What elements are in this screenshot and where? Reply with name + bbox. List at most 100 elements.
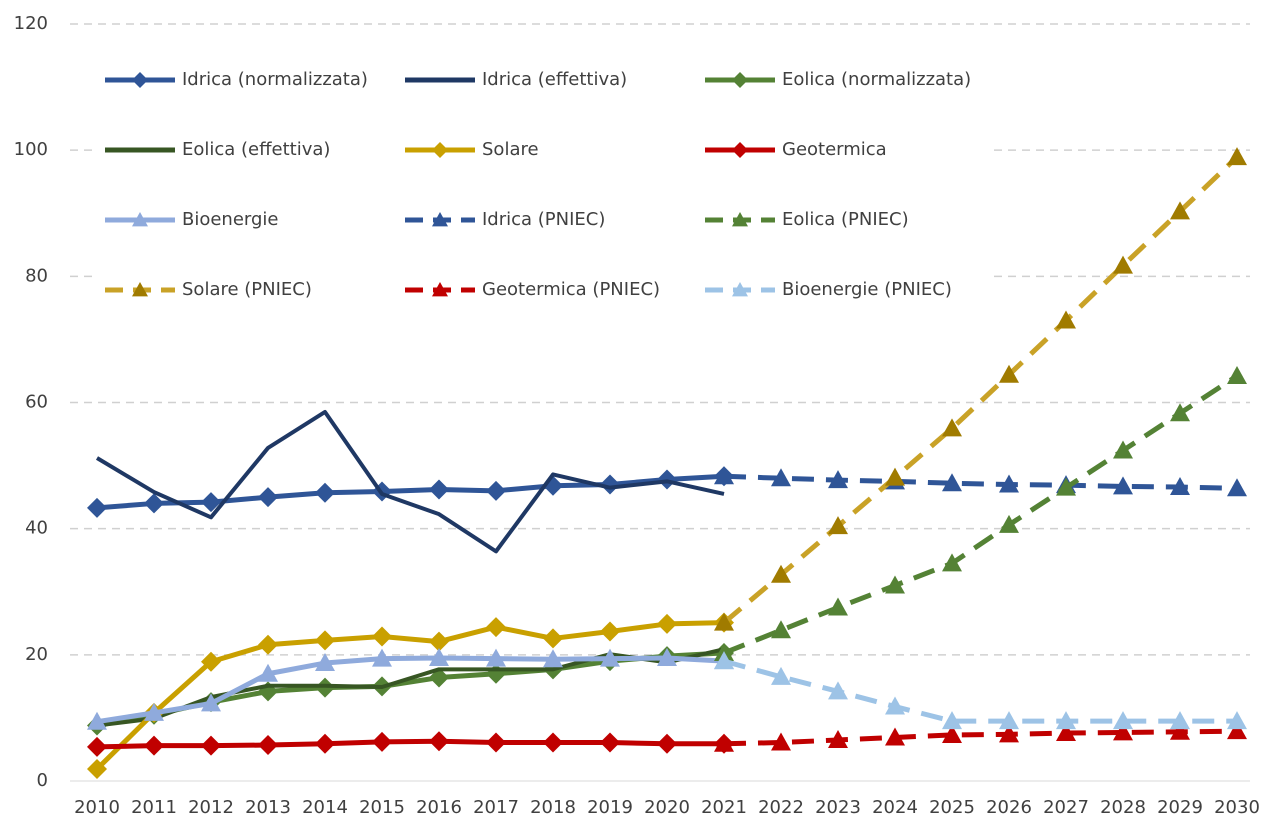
x-tick-label: 2018: [530, 797, 576, 818]
marker: [732, 142, 748, 158]
series-line: [723, 658, 1237, 724]
x-tick-label: 2025: [929, 797, 975, 818]
series: [714, 366, 1247, 661]
marker: [714, 466, 734, 485]
marker: [201, 735, 221, 756]
marker: [942, 711, 962, 730]
marker: [771, 620, 791, 639]
marker: [429, 731, 449, 752]
marker: [1056, 477, 1076, 496]
legend-item: Solare (PNIEC): [105, 279, 312, 300]
x-tick-label: 2012: [188, 797, 234, 818]
x-tick-label: 2030: [1214, 797, 1260, 818]
marker: [201, 693, 221, 712]
marker: [432, 282, 448, 297]
x-tick-label: 2015: [359, 797, 405, 818]
marker: [1170, 477, 1190, 496]
marker: [942, 418, 962, 437]
legend-item: Idrica (normalizzata): [105, 69, 368, 90]
marker: [999, 711, 1019, 730]
x-tick-label: 2014: [302, 797, 348, 818]
legend-item: Bioenergie: [105, 209, 279, 230]
y-tick-label: 60: [25, 392, 48, 413]
marker: [1227, 478, 1247, 497]
series-line: [96, 647, 725, 728]
marker: [999, 474, 1019, 493]
series: [714, 651, 1247, 730]
legend-item: Geotermica: [705, 139, 887, 160]
marker: [132, 282, 148, 297]
x-tick-label: 2026: [986, 797, 1032, 818]
marker: [771, 666, 791, 685]
marker: [372, 648, 392, 667]
legend-item: Eolica (effettiva): [105, 139, 330, 160]
marker: [1227, 147, 1247, 166]
series: [87, 612, 734, 780]
marker: [885, 727, 905, 746]
marker: [1227, 721, 1247, 740]
marker: [132, 72, 148, 88]
marker: [201, 651, 221, 672]
marker: [1227, 366, 1247, 385]
x-tick-label: 2016: [416, 797, 462, 818]
marker: [372, 731, 392, 752]
x-tick-label: 2028: [1100, 797, 1146, 818]
marker: [315, 630, 335, 651]
marker: [714, 733, 734, 752]
x-tick-label: 2011: [131, 797, 177, 818]
marker: [999, 514, 1019, 533]
x-tick-label: 2023: [815, 797, 861, 818]
marker: [87, 497, 107, 518]
marker: [1056, 723, 1076, 742]
marker: [1170, 711, 1190, 730]
marker: [486, 663, 506, 684]
legend-label: Solare (PNIEC): [182, 279, 312, 300]
x-tick-label: 2022: [758, 797, 804, 818]
series-line: [95, 409, 725, 554]
marker: [999, 724, 1019, 743]
legend-item: Eolica (PNIEC): [705, 209, 909, 230]
marker: [1170, 721, 1190, 740]
legend-label: Idrica (PNIEC): [482, 209, 605, 230]
marker: [885, 575, 905, 594]
marker: [657, 647, 677, 666]
marker: [486, 648, 506, 667]
marker: [432, 142, 448, 158]
marker: [258, 634, 278, 655]
series: [714, 466, 1247, 497]
marker: [942, 724, 962, 743]
marker: [429, 647, 449, 666]
marker: [258, 735, 278, 756]
marker: [201, 492, 221, 513]
marker: [429, 631, 449, 652]
series: [714, 721, 1247, 752]
legend-label: Bioenergie (PNIEC): [782, 279, 952, 300]
legend-item: Idrica (PNIEC): [405, 209, 605, 230]
marker: [258, 487, 278, 508]
x-tick-label: 2020: [644, 797, 690, 818]
marker: [486, 732, 506, 753]
marker: [771, 732, 791, 751]
marker: [87, 736, 107, 757]
marker: [87, 759, 107, 780]
marker: [828, 597, 848, 616]
legend-label: Idrica (effettiva): [482, 69, 627, 90]
marker: [828, 681, 848, 700]
marker: [1113, 722, 1133, 741]
legend-label: Geotermica: [782, 139, 887, 160]
legend-item: Bioenergie (PNIEC): [705, 279, 952, 300]
legend-background: [95, 50, 990, 325]
marker: [600, 621, 620, 642]
marker: [1113, 440, 1133, 459]
series-line: [723, 473, 1238, 491]
marker: [486, 617, 506, 638]
legend-label: Solare: [482, 139, 539, 160]
marker: [600, 732, 620, 753]
legend-item: Idrica (effettiva): [405, 69, 627, 90]
x-tick-label: 2019: [587, 797, 633, 818]
marker: [771, 564, 791, 583]
marker: [885, 696, 905, 715]
marker: [144, 735, 164, 756]
marker: [543, 628, 563, 649]
